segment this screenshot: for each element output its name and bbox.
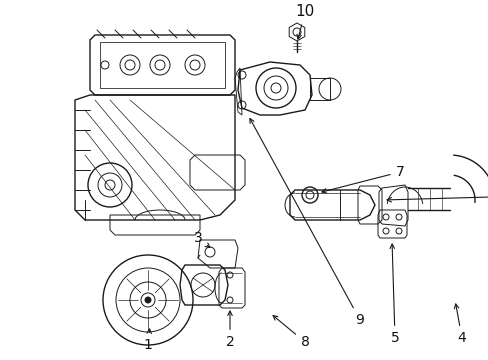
Text: 8: 8 — [272, 316, 309, 349]
Text: 10: 10 — [295, 4, 314, 39]
Text: 2: 2 — [225, 311, 234, 349]
Text: 1: 1 — [143, 329, 152, 352]
Text: 4: 4 — [453, 304, 466, 345]
Text: 7: 7 — [321, 165, 404, 193]
Circle shape — [145, 297, 151, 303]
Text: 6: 6 — [386, 189, 488, 203]
Text: 3: 3 — [193, 231, 209, 247]
Text: 5: 5 — [389, 244, 399, 345]
Text: 9: 9 — [249, 118, 364, 327]
